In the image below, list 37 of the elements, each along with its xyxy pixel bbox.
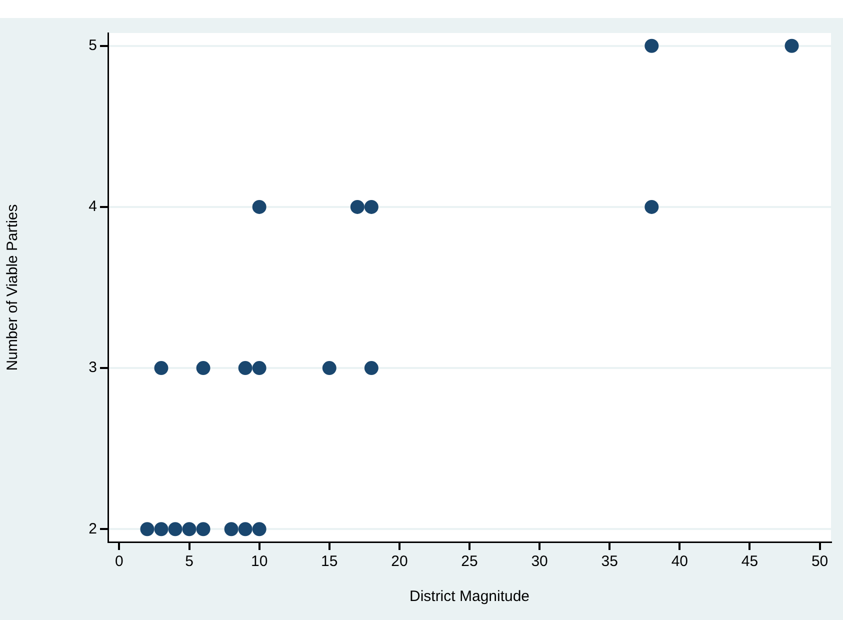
y-tick-label: 2 — [88, 520, 97, 538]
point — [238, 522, 252, 536]
y-tick-label: 4 — [88, 198, 97, 216]
x-tick-label: 15 — [321, 553, 338, 570]
x-tick-label: 40 — [671, 553, 688, 570]
x-tick-label: 5 — [185, 553, 194, 570]
y-tick-label: 3 — [88, 359, 97, 376]
y-tick-label: 5 — [88, 37, 97, 54]
point — [350, 200, 364, 214]
point — [140, 522, 154, 536]
x-tick-label: 50 — [811, 553, 828, 570]
point — [644, 200, 659, 214]
point — [364, 200, 378, 214]
point — [154, 522, 168, 536]
point — [364, 361, 378, 376]
y-axis-title: Number of Viable Parties — [4, 204, 22, 371]
point — [252, 200, 266, 214]
point — [168, 522, 182, 536]
point — [252, 522, 266, 536]
point — [182, 522, 196, 536]
x-axis-title: District Magnitude — [409, 588, 530, 606]
point — [154, 361, 168, 376]
x-tick-label: 20 — [391, 553, 408, 570]
x-tick-label: 25 — [461, 553, 478, 570]
x-tick-label: 45 — [741, 553, 758, 570]
point — [322, 361, 336, 376]
point — [196, 522, 210, 536]
x-tick-label: 0 — [115, 553, 124, 570]
point — [224, 522, 238, 536]
point — [238, 361, 252, 376]
point — [196, 361, 210, 376]
point — [252, 361, 266, 376]
x-tick-label: 35 — [601, 553, 618, 570]
x-tick-label: 10 — [250, 553, 268, 570]
x-tick-label: 30 — [531, 553, 548, 570]
point — [644, 38, 659, 53]
point — [784, 38, 799, 53]
